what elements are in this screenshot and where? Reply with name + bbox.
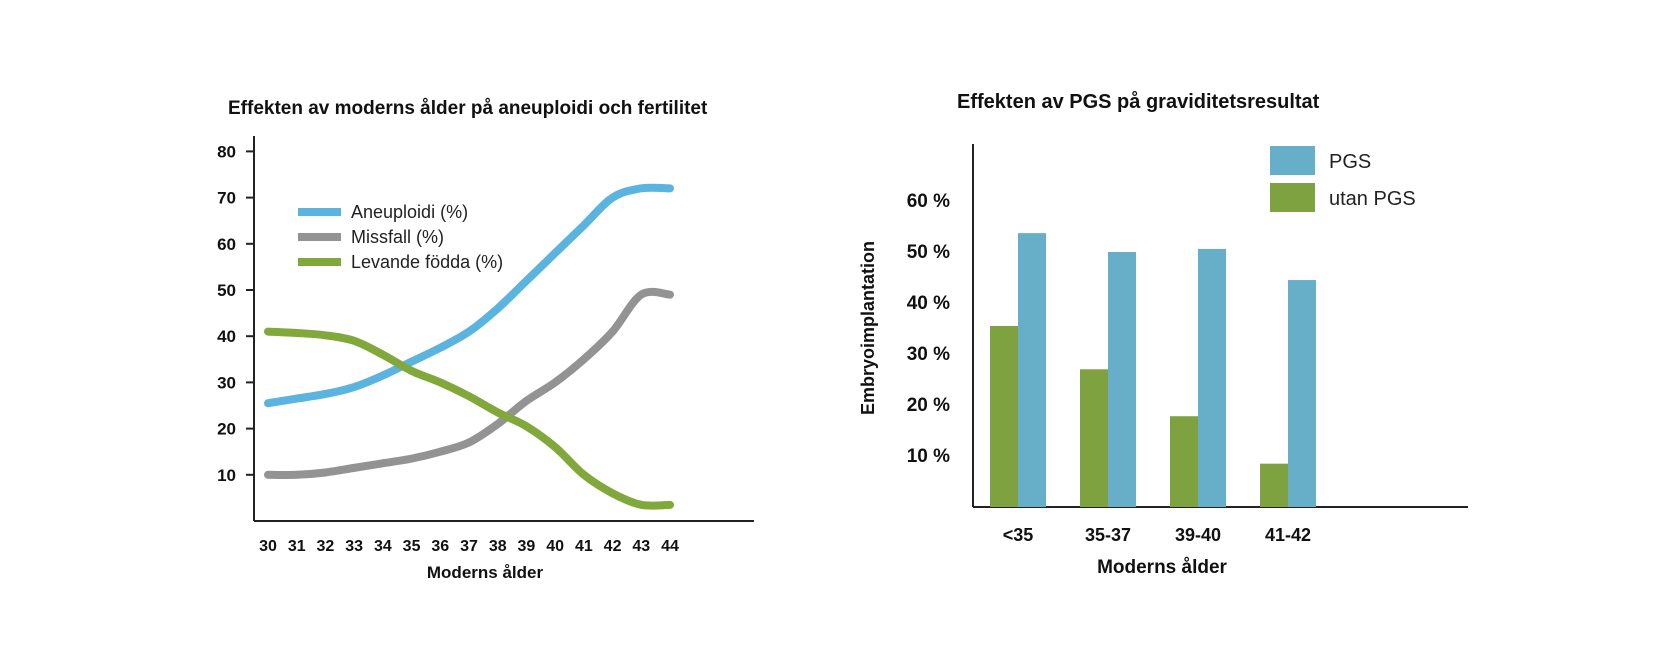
legend-label: utan PGS bbox=[1329, 188, 1416, 210]
legend: Aneuploidi (%) Missfall (%) Levande födda … bbox=[298, 202, 503, 272]
bar-3-1 bbox=[1288, 280, 1316, 507]
y-tick-label: 10 % bbox=[907, 446, 950, 467]
x-tick-label: 36 bbox=[431, 538, 449, 555]
legend-label: Levande födda (%) bbox=[351, 252, 503, 272]
bar-1-1 bbox=[1108, 252, 1136, 507]
aneuploidy-fertility-line-chart: Effekten av moderns ålder på aneuploidi … bbox=[217, 98, 754, 582]
series-line-1 bbox=[264, 287, 674, 479]
x-tick-label: <35 bbox=[1003, 525, 1034, 545]
bar-group bbox=[990, 233, 1316, 507]
x-tick-label: 33 bbox=[345, 538, 363, 555]
series-line-2 bbox=[264, 327, 674, 510]
x-tick-label: 30 bbox=[259, 538, 277, 555]
pgs-bar-chart: Effekten av PGS på graviditetsresultat 1… bbox=[858, 90, 1468, 578]
x-tick-label: 41 bbox=[575, 538, 593, 555]
bar-2-1 bbox=[1198, 248, 1226, 507]
y-tick-label: 20 bbox=[217, 420, 236, 439]
legend-swatch bbox=[1270, 146, 1315, 175]
bar-0-1 bbox=[1018, 233, 1046, 507]
y-tick-group: 10 20 30 40 50 60 70 80 bbox=[217, 142, 254, 485]
series-line-0 bbox=[264, 183, 674, 408]
x-tick-label: 44 bbox=[661, 538, 679, 555]
y-tick-label: 40 bbox=[217, 327, 236, 346]
chart-title: Effekten av PGS på graviditetsresultat bbox=[957, 90, 1320, 113]
x-tick-label: 42 bbox=[604, 538, 622, 555]
bar-3-0 bbox=[1260, 463, 1288, 507]
x-tick-label: 31 bbox=[288, 538, 306, 555]
y-tick-label: 40 % bbox=[907, 293, 950, 314]
y-tick-label: 70 bbox=[217, 189, 236, 208]
x-tick-label: 39-40 bbox=[1175, 525, 1221, 545]
legend-label: PGS bbox=[1329, 151, 1371, 173]
x-axis-label: Moderns ålder bbox=[1097, 557, 1227, 578]
x-tick-label: 43 bbox=[632, 538, 650, 555]
x-tick-label: 37 bbox=[460, 538, 478, 555]
x-tick-label: 38 bbox=[489, 538, 507, 555]
y-tick-label: 10 bbox=[217, 466, 236, 485]
chart-title: Effekten av moderns ålder på aneuploidi … bbox=[228, 98, 708, 119]
x-tick-label: 35 bbox=[403, 538, 421, 555]
y-tick-label: 50 % bbox=[907, 242, 950, 263]
x-tick-label: 32 bbox=[317, 538, 335, 555]
y-tick-label: 60 % bbox=[907, 191, 950, 212]
x-tick-group: 30 31 32 33 34 35 36 37 38 39 40 41 42 43 44 bbox=[259, 538, 679, 555]
x-tick-label: 40 bbox=[546, 538, 564, 555]
bar-0-0 bbox=[990, 325, 1018, 507]
legend-label: Missfall (%) bbox=[351, 227, 444, 247]
y-tick-label: 30 bbox=[217, 373, 236, 392]
series-lines bbox=[264, 183, 674, 510]
x-axis-label: Moderns ålder bbox=[427, 563, 544, 582]
x-tick-label: 41-42 bbox=[1265, 525, 1311, 545]
y-tick-label: 60 bbox=[217, 235, 236, 254]
bar-1-0 bbox=[1080, 369, 1108, 507]
y-axis-label: Embryoimplantation bbox=[858, 241, 878, 415]
legend-swatch bbox=[1270, 183, 1315, 212]
legend: PGS utan PGS bbox=[1270, 146, 1416, 212]
x-tick-label: 35-37 bbox=[1085, 525, 1131, 545]
x-tick-group: <35 35-37 39-40 41-42 bbox=[1003, 525, 1311, 545]
y-tick-label: 80 bbox=[217, 142, 236, 161]
legend-label: Aneuploidi (%) bbox=[351, 202, 468, 222]
bar-2-0 bbox=[1170, 416, 1198, 507]
y-tick-label: 20 % bbox=[907, 395, 950, 416]
y-tick-group: 10 % 20 % 30 % 40 % 50 % 60 % bbox=[907, 191, 950, 467]
y-tick-label: 50 bbox=[217, 281, 236, 300]
x-tick-label: 39 bbox=[518, 538, 536, 555]
y-tick-label: 30 % bbox=[907, 344, 950, 365]
x-tick-label: 34 bbox=[374, 538, 392, 555]
